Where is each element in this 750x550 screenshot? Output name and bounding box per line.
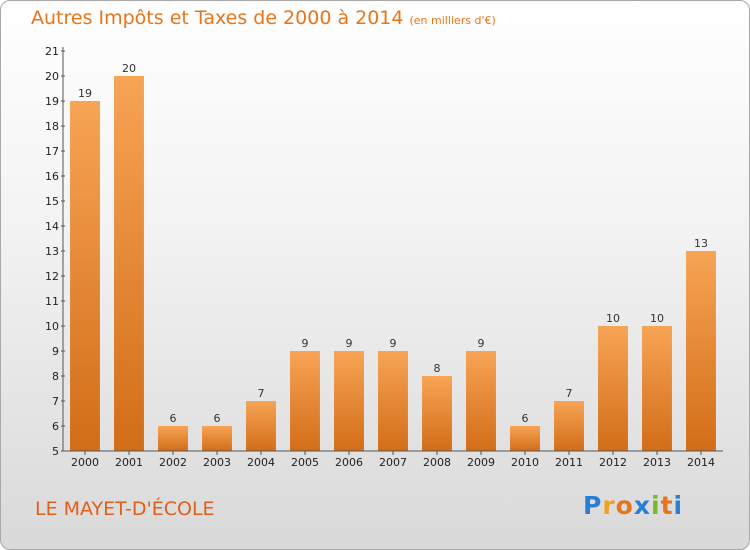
x-tick-2000: 2000 xyxy=(71,456,99,469)
chart-title-text: Autres Impôts et Taxes de 2000 à 2014 xyxy=(31,7,404,29)
y-tick-12: 12 xyxy=(45,270,59,283)
y-tick-21: 21 xyxy=(45,45,59,58)
y-tick-7: 7 xyxy=(52,395,59,408)
y-tick-19: 19 xyxy=(45,95,59,108)
data-label-2008: 8 xyxy=(434,362,441,375)
x-tick-2004: 2004 xyxy=(247,456,275,469)
proxiti-logo: Proxiti xyxy=(583,491,683,520)
data-label-2002: 6 xyxy=(170,412,177,425)
y-tick-6: 6 xyxy=(52,420,59,433)
logo-letter: i xyxy=(673,491,684,520)
y-tick-8: 8 xyxy=(52,370,59,383)
data-label-2000: 19 xyxy=(78,87,92,100)
data-label-2005: 9 xyxy=(302,337,309,350)
y-tick-9: 9 xyxy=(52,345,59,358)
x-tick-2003: 2003 xyxy=(203,456,231,469)
bar-2004 xyxy=(246,401,276,451)
bar-2008 xyxy=(422,376,452,451)
y-tick-18: 18 xyxy=(45,120,59,133)
bar-2013 xyxy=(642,326,672,451)
bar-2003 xyxy=(202,426,232,451)
x-tick-2007: 2007 xyxy=(379,456,407,469)
y-tick-14: 14 xyxy=(45,220,59,233)
bar-2007 xyxy=(378,351,408,451)
data-label-2001: 20 xyxy=(122,62,136,75)
bar-2012 xyxy=(598,326,628,451)
data-label-2012: 10 xyxy=(606,312,620,325)
bar-2001 xyxy=(114,76,144,451)
logo-letter: x xyxy=(633,491,651,520)
data-label-2003: 6 xyxy=(214,412,221,425)
logo-letter: P xyxy=(583,491,603,520)
data-label-2014: 13 xyxy=(694,237,708,250)
bar-2011 xyxy=(554,401,584,451)
y-tick-5: 5 xyxy=(52,445,59,458)
x-tick-2002: 2002 xyxy=(159,456,187,469)
data-label-2006: 9 xyxy=(346,337,353,350)
data-label-2007: 9 xyxy=(390,337,397,350)
bar-2002 xyxy=(158,426,188,451)
x-tick-2005: 2005 xyxy=(291,456,319,469)
logo-letter: t xyxy=(660,491,674,520)
x-tick-2011: 2011 xyxy=(555,456,583,469)
y-tick-16: 16 xyxy=(45,170,59,183)
x-tick-2014: 2014 xyxy=(687,456,715,469)
bar-2000 xyxy=(70,101,100,451)
bar-2009 xyxy=(466,351,496,451)
chart-title: Autres Impôts et Taxes de 2000 à 2014 (en… xyxy=(31,7,496,29)
bar-2014 xyxy=(686,251,716,451)
data-label-2013: 10 xyxy=(650,312,664,325)
chart-subtitle: (en milliers d'€) xyxy=(409,14,496,27)
x-tick-2006: 2006 xyxy=(335,456,363,469)
y-tick-15: 15 xyxy=(45,195,59,208)
data-label-2009: 9 xyxy=(478,337,485,350)
logo-letter: o xyxy=(615,491,634,520)
y-tick-10: 10 xyxy=(45,320,59,333)
y-tick-13: 13 xyxy=(45,245,59,258)
x-tick-2013: 2013 xyxy=(643,456,671,469)
x-tick-2009: 2009 xyxy=(467,456,495,469)
logo-letter: i xyxy=(651,491,661,520)
x-tick-2008: 2008 xyxy=(423,456,451,469)
y-tick-17: 17 xyxy=(45,145,59,158)
x-tick-2010: 2010 xyxy=(511,456,539,469)
x-tick-2012: 2012 xyxy=(599,456,627,469)
y-tick-11: 11 xyxy=(45,295,59,308)
y-tick-20: 20 xyxy=(45,70,59,83)
data-label-2004: 7 xyxy=(258,387,265,400)
bar-2006 xyxy=(334,351,364,451)
logo-letter: r xyxy=(602,491,616,520)
data-label-2011: 7 xyxy=(566,387,573,400)
bar-2010 xyxy=(510,426,540,451)
data-label-2010: 6 xyxy=(522,412,529,425)
bar-2005 xyxy=(290,351,320,451)
x-tick-2001: 2001 xyxy=(115,456,143,469)
commune-name: LE MAYET-D'ÉCOLE xyxy=(35,498,215,520)
